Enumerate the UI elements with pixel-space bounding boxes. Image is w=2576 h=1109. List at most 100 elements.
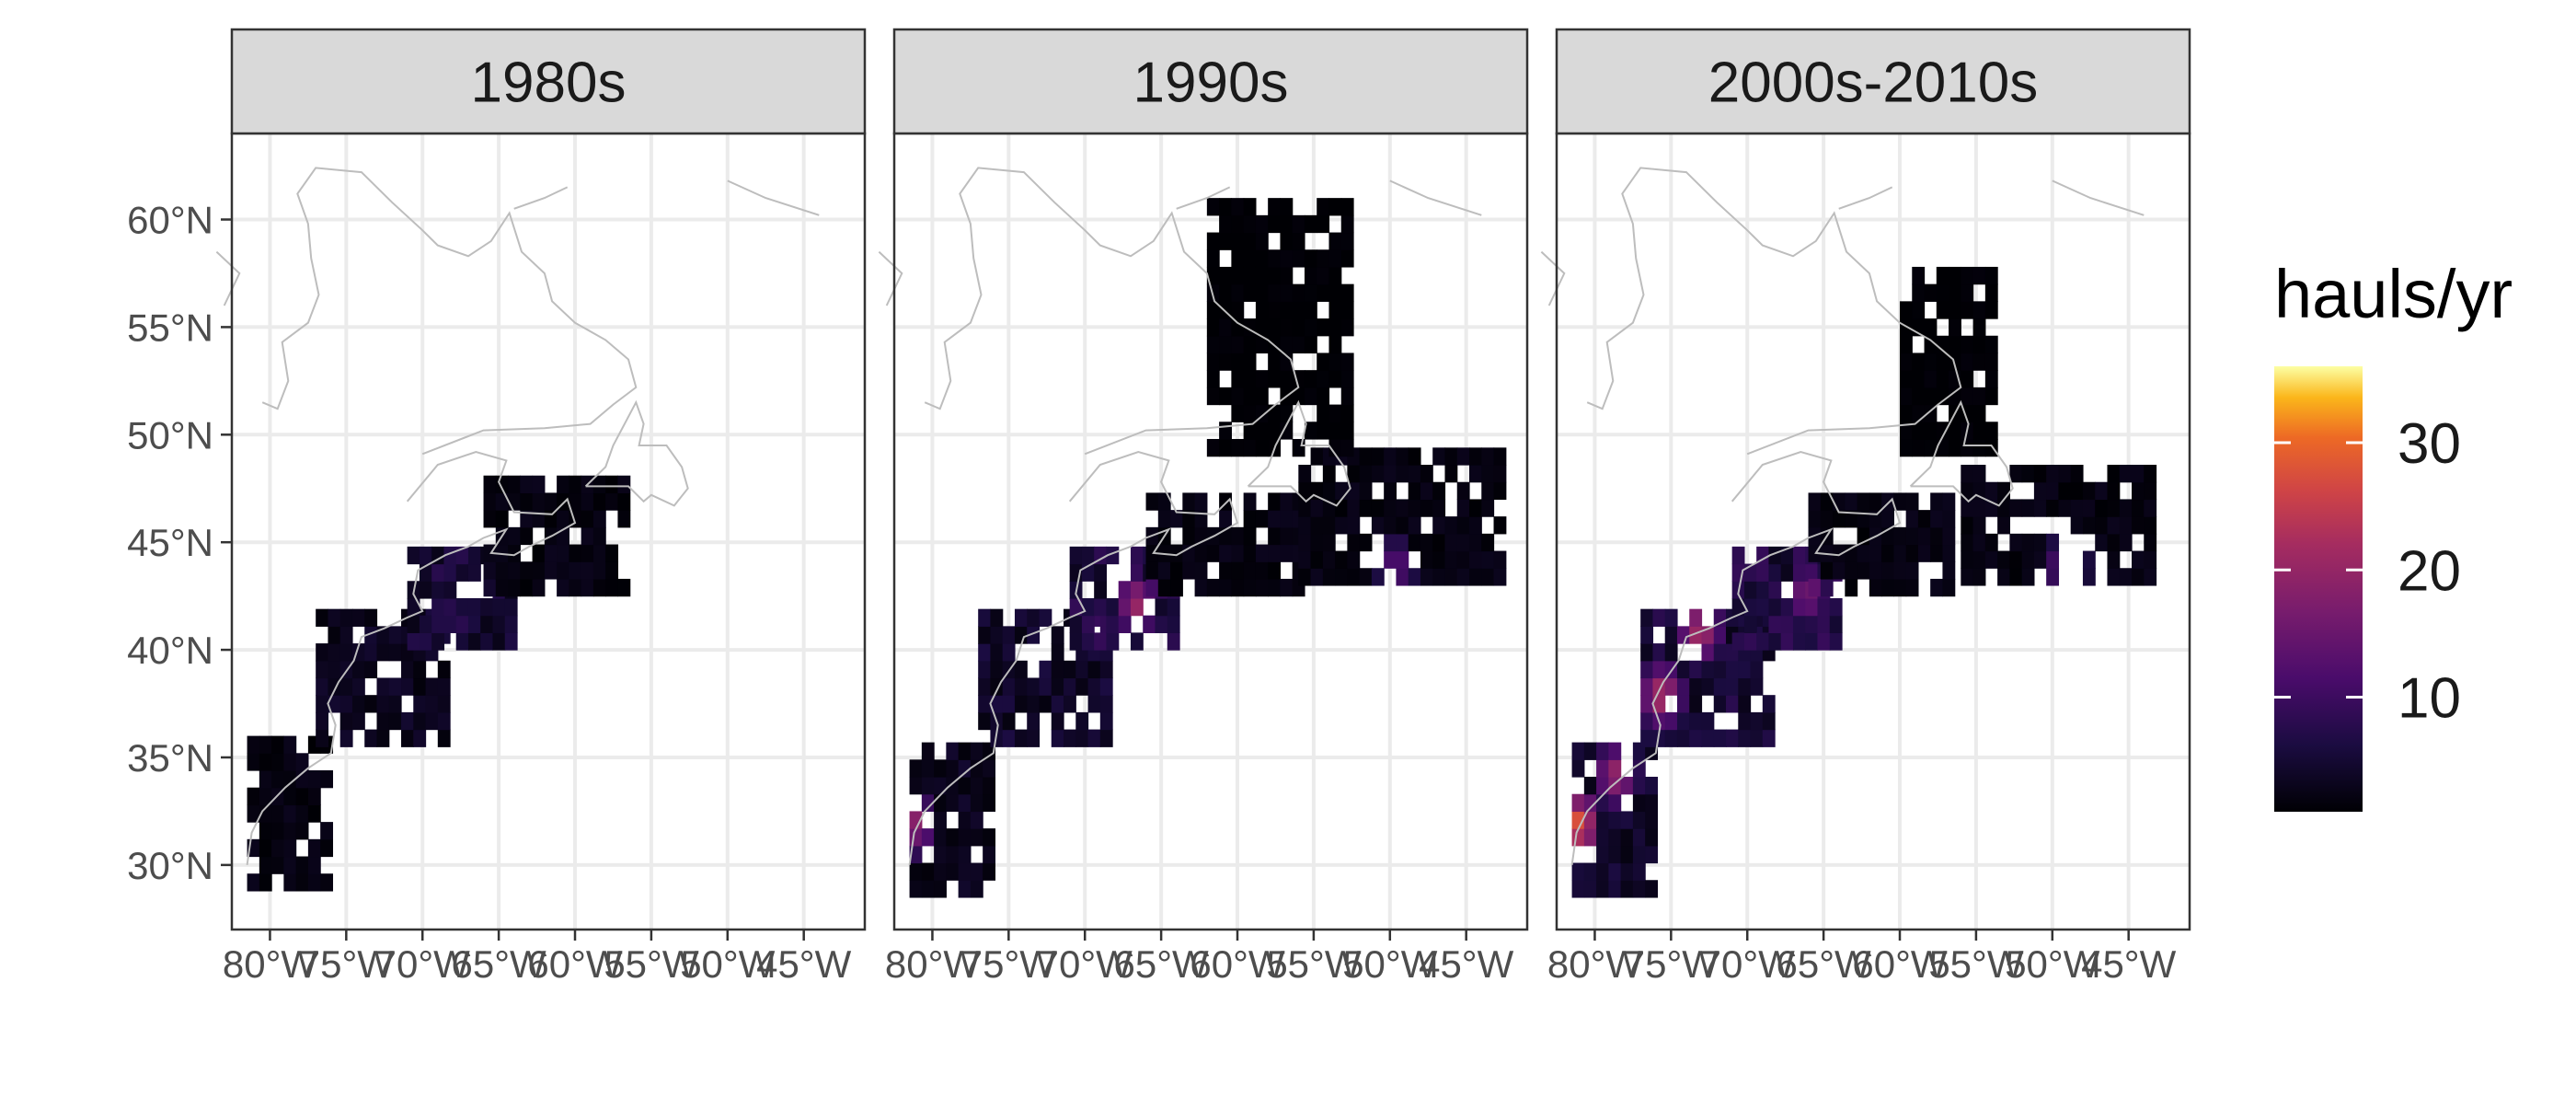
heatmap-cell (2070, 481, 2084, 501)
heatmap-cell (1689, 729, 1703, 747)
heatmap-cell (1396, 568, 1409, 586)
heatmap-cell (1664, 608, 1678, 627)
heatmap-cell (1869, 578, 1882, 597)
heatmap-cell (990, 626, 1004, 644)
heatmap-cell (1027, 711, 1041, 731)
heatmap-cell (978, 643, 992, 662)
x-tick-label: 80°W (1547, 942, 1643, 986)
heatmap-cell (316, 643, 329, 662)
heatmap-cell (1792, 563, 1806, 582)
heatmap-cell (1432, 499, 1446, 517)
heatmap-cell (1081, 615, 1095, 633)
heatmap-cell (1106, 632, 1120, 651)
heatmap-cell (1219, 266, 1232, 285)
heatmap-cell (1620, 811, 1634, 829)
heatmap-cell (320, 770, 334, 789)
x-tick-label: 65°W (1777, 942, 1872, 986)
heatmap-cell (1756, 546, 1770, 565)
heatmap-cells (247, 475, 631, 892)
heatmap-cell (605, 544, 619, 562)
heatmap-cell (2107, 499, 2121, 517)
heatmap-cell (1942, 544, 1956, 562)
heatmap-cell (1335, 499, 1348, 517)
heatmap-cell (376, 643, 390, 662)
heatmap-cell (1481, 568, 1495, 586)
heatmap-cell (1231, 249, 1245, 268)
heatmap-cell (259, 873, 272, 892)
heatmap-cell (1075, 677, 1089, 696)
heatmap-cell (1731, 546, 1745, 565)
heatmap-cell (1936, 387, 1949, 406)
heatmap-cell (1268, 198, 1282, 216)
heatmap-cell (592, 578, 606, 597)
coastline (878, 250, 903, 306)
heatmap-cell (958, 811, 972, 829)
heatmap-cell (1756, 563, 1770, 582)
heatmap-cell (437, 677, 451, 696)
heatmap-cell (1243, 198, 1257, 216)
heatmap-cell (1298, 499, 1312, 517)
heatmap-cell (2021, 499, 2035, 517)
heatmap-cell (1743, 581, 1757, 599)
heatmap-cell (581, 492, 594, 511)
heatmap-cell (1997, 481, 2010, 501)
heatmap-cell (1961, 352, 1974, 371)
heatmap-cell (557, 510, 569, 528)
heatmap-cell (1219, 352, 1232, 371)
heatmap-cell (1328, 352, 1342, 371)
heatmap-cell (1255, 544, 1269, 562)
heatmap-cell (1731, 597, 1745, 617)
heatmap-cell (1014, 660, 1028, 679)
heatmap-cell (407, 615, 420, 633)
heatmap-cell (283, 873, 297, 892)
heatmap-cell (1456, 447, 1470, 466)
heatmap-cell (1762, 729, 1776, 747)
heatmap-cell (2082, 550, 2096, 569)
heatmap-cell (283, 770, 297, 789)
heatmap-cell (1645, 828, 1659, 847)
heatmap-cell (295, 856, 309, 874)
heatmap-cell (1768, 581, 1782, 599)
heatmap-cell (1268, 370, 1282, 388)
heatmap-cell (1384, 481, 1397, 501)
heatmap-cell (921, 777, 935, 795)
heatmap-cell (316, 729, 329, 747)
coastline (924, 167, 1300, 456)
heatmap-cell (1972, 438, 1986, 457)
heatmap-cell (1900, 387, 1913, 406)
heatmap-cell (1280, 232, 1294, 250)
heatmap-cell (1317, 249, 1330, 268)
heatmap-cell (1310, 568, 1324, 586)
x-tick-label: 55°W (1928, 942, 2024, 986)
heatmap-cell (1912, 404, 1926, 422)
heatmap-cell (1298, 481, 1312, 501)
heatmap-cell (1469, 550, 1482, 569)
heatmap-cell (983, 845, 996, 864)
x-tick-label: 60°W (527, 942, 623, 986)
heatmap-cell (1456, 516, 1470, 535)
heatmap-cell (413, 711, 427, 731)
heatmap-cell (1304, 370, 1317, 388)
heatmap-cell (1039, 660, 1052, 679)
heatmap-cell (1268, 249, 1282, 268)
heatmap-cell (1608, 828, 1622, 847)
heatmap-cell (1493, 568, 1507, 586)
heatmap-cell (328, 660, 341, 679)
heatmap-cell (1268, 318, 1282, 337)
heatmap-cell (1408, 481, 1421, 501)
heatmap-cell (1652, 643, 1666, 662)
heatmap-cell (1805, 632, 1819, 651)
heatmap-cell (1493, 447, 1507, 466)
heatmap-cell (970, 862, 983, 881)
heatmap-cell (495, 492, 509, 511)
heatmap-cell (1340, 352, 1354, 371)
heatmap-cell (909, 759, 923, 778)
heatmap-cell (1930, 492, 1944, 511)
heatmap-cell (1972, 550, 1986, 569)
heatmap-cell (1469, 533, 1482, 552)
coastline (261, 167, 638, 456)
heatmap-cells (1571, 266, 2157, 898)
heatmap-cell (2033, 550, 2047, 569)
heatmap-cell (431, 581, 445, 599)
heatmap-cell (569, 475, 582, 494)
